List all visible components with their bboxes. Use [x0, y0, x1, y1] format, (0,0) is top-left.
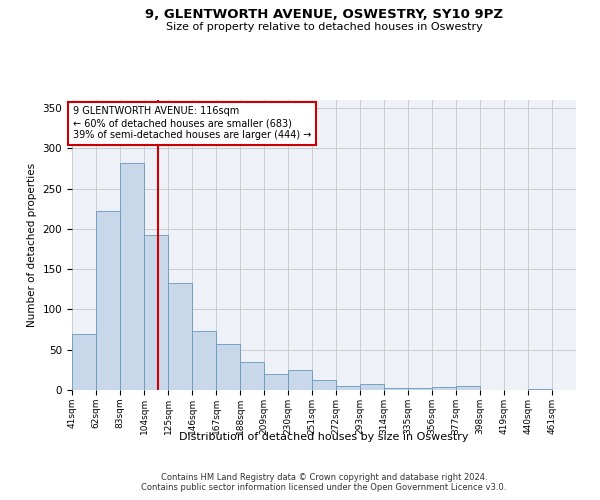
Text: 9, GLENTWORTH AVENUE, OSWESTRY, SY10 9PZ: 9, GLENTWORTH AVENUE, OSWESTRY, SY10 9PZ [145, 8, 503, 20]
Bar [432, 387, 456, 390]
Y-axis label: Number of detached properties: Number of detached properties [27, 163, 37, 327]
Bar [384, 388, 408, 390]
Text: 9 GLENTWORTH AVENUE: 116sqm
← 60% of detached houses are smaller (683)
39% of se: 9 GLENTWORTH AVENUE: 116sqm ← 60% of det… [73, 106, 311, 140]
Bar [360, 384, 384, 390]
Bar [240, 362, 264, 390]
Bar [456, 386, 480, 390]
Bar [264, 374, 288, 390]
Bar [408, 388, 432, 390]
Bar [120, 163, 144, 390]
Bar [96, 211, 120, 390]
Bar [528, 389, 552, 390]
Bar [312, 380, 336, 390]
Bar [336, 386, 360, 390]
Bar [216, 344, 240, 390]
Bar [144, 236, 168, 390]
Bar [192, 331, 216, 390]
Text: Size of property relative to detached houses in Oswestry: Size of property relative to detached ho… [166, 22, 482, 32]
Bar [72, 334, 96, 390]
Bar [168, 283, 192, 390]
Text: Distribution of detached houses by size in Oswestry: Distribution of detached houses by size … [179, 432, 469, 442]
Text: Contains HM Land Registry data © Crown copyright and database right 2024.
Contai: Contains HM Land Registry data © Crown c… [142, 472, 506, 492]
Bar [288, 370, 312, 390]
